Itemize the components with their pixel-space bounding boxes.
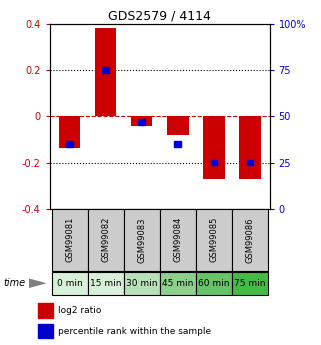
Bar — [175, 141, 181, 147]
Bar — [38, 324, 53, 338]
Bar — [138, 119, 145, 125]
Bar — [196, 272, 232, 295]
Bar — [88, 272, 124, 295]
Polygon shape — [29, 278, 47, 288]
Text: 75 min: 75 min — [234, 279, 265, 288]
Text: 15 min: 15 min — [90, 279, 121, 288]
Bar — [232, 272, 268, 295]
Title: GDS2579 / 4114: GDS2579 / 4114 — [108, 10, 211, 23]
Bar — [247, 160, 253, 166]
Text: GSM99082: GSM99082 — [101, 217, 110, 263]
Bar — [239, 117, 261, 179]
Bar — [52, 209, 88, 271]
Bar — [211, 160, 217, 166]
Bar — [95, 28, 117, 117]
Text: percentile rank within the sample: percentile rank within the sample — [57, 327, 211, 336]
Text: 45 min: 45 min — [162, 279, 194, 288]
Bar — [38, 303, 53, 317]
Bar — [59, 117, 80, 148]
Text: time: time — [3, 278, 25, 288]
Bar — [232, 209, 268, 271]
Text: 0 min: 0 min — [57, 279, 82, 288]
Bar — [160, 272, 196, 295]
Bar — [88, 209, 124, 271]
Text: 30 min: 30 min — [126, 279, 157, 288]
Text: GSM99084: GSM99084 — [173, 217, 182, 263]
Bar — [167, 117, 188, 135]
Text: GSM99081: GSM99081 — [65, 217, 74, 263]
Bar — [160, 209, 196, 271]
Bar — [66, 141, 73, 147]
Bar — [131, 117, 152, 126]
Bar — [102, 67, 109, 73]
Text: GSM99086: GSM99086 — [245, 217, 254, 263]
Text: GSM99083: GSM99083 — [137, 217, 146, 263]
Text: GSM99085: GSM99085 — [209, 217, 218, 263]
Bar — [124, 209, 160, 271]
Bar — [203, 117, 225, 179]
Bar — [196, 209, 232, 271]
Text: log2 ratio: log2 ratio — [57, 306, 101, 315]
Bar — [52, 272, 88, 295]
Text: 60 min: 60 min — [198, 279, 230, 288]
Bar — [124, 272, 160, 295]
